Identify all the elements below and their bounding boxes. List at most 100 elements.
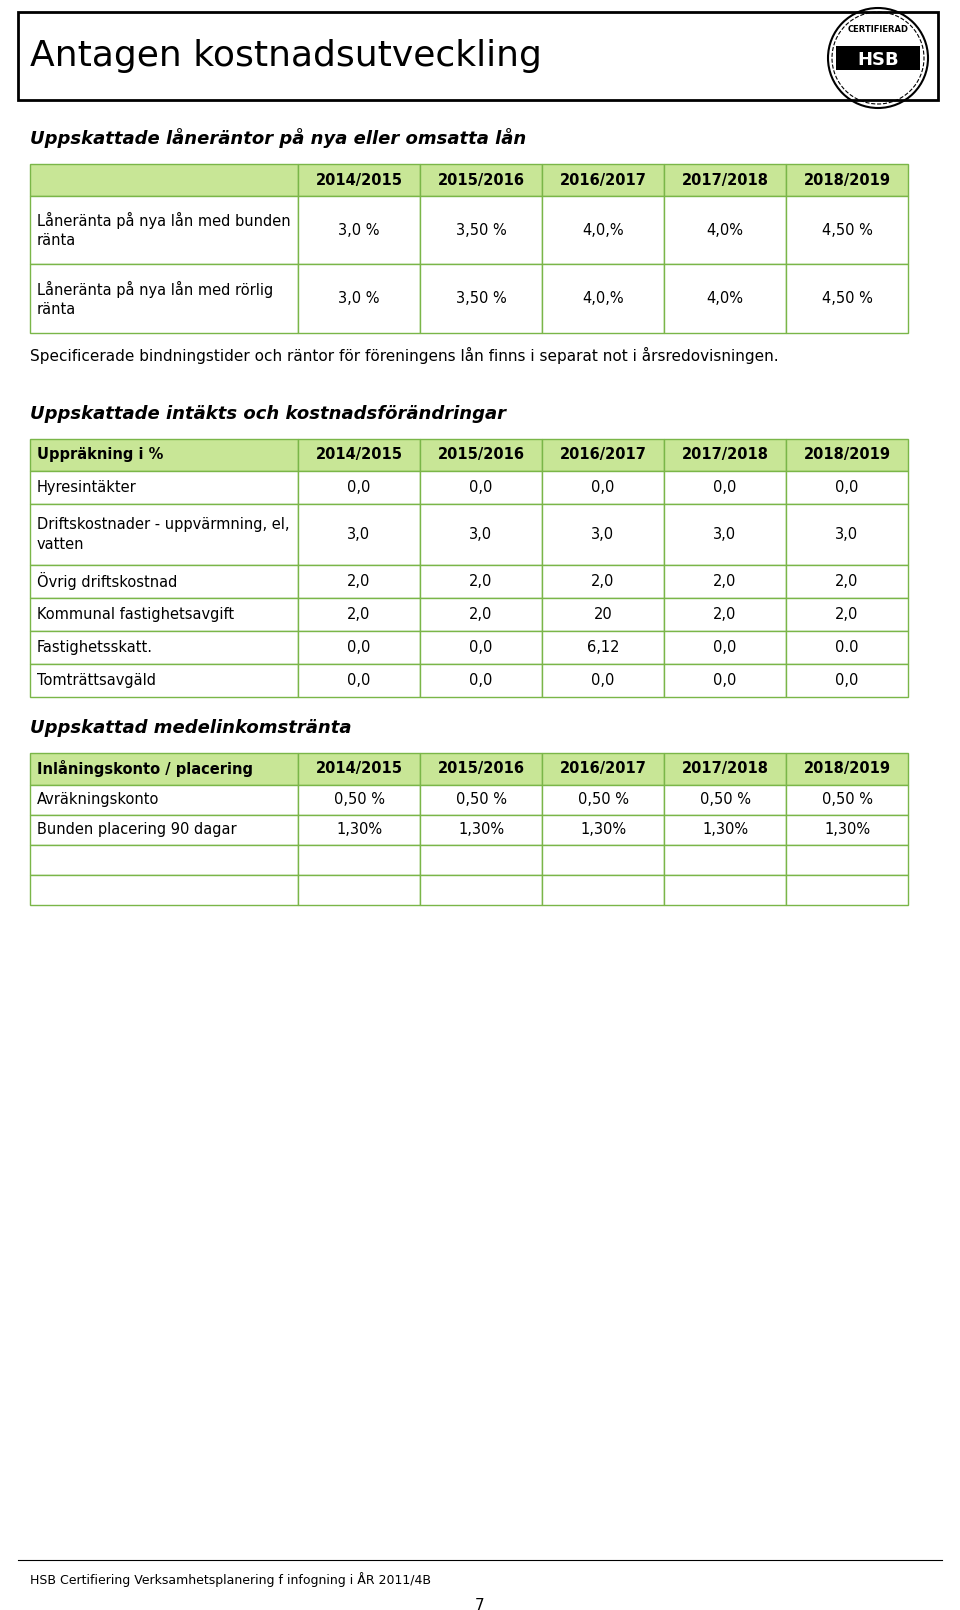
Text: Låneränta på nya lån med bunden
ränta: Låneränta på nya lån med bunden ränta xyxy=(37,213,291,248)
Bar xyxy=(298,440,420,470)
Bar xyxy=(420,196,542,264)
Text: Övrig driftskostnad: Övrig driftskostnad xyxy=(37,573,178,591)
Text: 3,0: 3,0 xyxy=(348,526,371,543)
Bar xyxy=(30,631,298,663)
Bar xyxy=(664,440,786,470)
Text: 2015/2016: 2015/2016 xyxy=(438,172,524,187)
Text: Tomträttsavgäld: Tomträttsavgäld xyxy=(37,673,156,687)
Bar xyxy=(786,753,908,786)
Bar xyxy=(664,565,786,597)
Text: 2014/2015: 2014/2015 xyxy=(316,762,402,776)
Text: 2017/2018: 2017/2018 xyxy=(682,172,769,187)
Text: 4,50 %: 4,50 % xyxy=(822,222,873,238)
Text: 0,0: 0,0 xyxy=(469,673,492,687)
Bar xyxy=(542,597,664,631)
Text: 2,0: 2,0 xyxy=(469,573,492,589)
Text: 4,50 %: 4,50 % xyxy=(822,291,873,306)
Text: 3,50 %: 3,50 % xyxy=(456,291,506,306)
Text: 3,50 %: 3,50 % xyxy=(456,222,506,238)
Bar xyxy=(664,845,786,874)
Bar xyxy=(30,196,298,264)
Bar xyxy=(298,631,420,663)
Bar xyxy=(542,874,664,905)
Bar xyxy=(786,874,908,905)
Bar xyxy=(30,264,298,333)
Text: 2,0: 2,0 xyxy=(348,607,371,621)
Bar xyxy=(298,845,420,874)
Text: 0,0: 0,0 xyxy=(835,480,858,494)
Text: Specificerade bindningstider och räntor för föreningens lån finns i separat not : Specificerade bindningstider och räntor … xyxy=(30,346,779,364)
Bar xyxy=(30,663,298,697)
Text: 2015/2016: 2015/2016 xyxy=(438,762,524,776)
Bar xyxy=(664,470,786,504)
Text: 3,0: 3,0 xyxy=(591,526,614,543)
Bar xyxy=(298,663,420,697)
Text: Fastighetsskatt.: Fastighetsskatt. xyxy=(37,639,153,655)
Bar xyxy=(30,504,298,565)
Bar xyxy=(30,164,298,196)
Text: 0,0: 0,0 xyxy=(348,639,371,655)
Bar xyxy=(298,815,420,845)
Bar xyxy=(786,845,908,874)
Bar xyxy=(664,164,786,196)
Bar xyxy=(420,631,542,663)
Text: 2,0: 2,0 xyxy=(591,573,614,589)
Bar xyxy=(664,196,786,264)
Bar xyxy=(786,504,908,565)
Bar xyxy=(836,47,920,69)
Text: 7: 7 xyxy=(475,1599,485,1610)
Text: 0,0: 0,0 xyxy=(835,673,858,687)
Text: 20: 20 xyxy=(593,607,612,621)
Text: 2017/2018: 2017/2018 xyxy=(682,448,769,462)
Bar xyxy=(420,786,542,815)
Text: Uppräkning i %: Uppräkning i % xyxy=(37,448,163,462)
Text: 3,0 %: 3,0 % xyxy=(338,291,380,306)
Text: 2016/2017: 2016/2017 xyxy=(560,762,646,776)
Bar xyxy=(542,440,664,470)
Text: 0,50 %: 0,50 % xyxy=(822,792,873,808)
Text: 0,0: 0,0 xyxy=(469,480,492,494)
Text: 2017/2018: 2017/2018 xyxy=(682,762,769,776)
Bar xyxy=(298,565,420,597)
Bar xyxy=(420,753,542,786)
Bar xyxy=(664,663,786,697)
Text: 1,30%: 1,30% xyxy=(580,823,626,837)
Bar xyxy=(542,164,664,196)
Bar xyxy=(420,845,542,874)
Text: 6,12: 6,12 xyxy=(587,639,619,655)
Bar xyxy=(30,597,298,631)
Bar xyxy=(542,470,664,504)
Bar xyxy=(298,196,420,264)
Text: 2016/2017: 2016/2017 xyxy=(560,172,646,187)
Text: 0,50 %: 0,50 % xyxy=(700,792,751,808)
Bar xyxy=(298,504,420,565)
Bar xyxy=(30,815,298,845)
Bar xyxy=(786,597,908,631)
Text: Låneränta på nya lån med rörlig
ränta: Låneränta på nya lån med rörlig ränta xyxy=(37,280,274,317)
Bar xyxy=(30,845,298,874)
Bar xyxy=(420,663,542,697)
Text: Uppskattade låneräntor på nya eller omsatta lån: Uppskattade låneräntor på nya eller omsa… xyxy=(30,129,526,148)
Bar xyxy=(298,264,420,333)
Bar xyxy=(786,440,908,470)
Text: 0,0: 0,0 xyxy=(713,673,736,687)
Text: 4,0%: 4,0% xyxy=(707,222,743,238)
Text: Hyresintäkter: Hyresintäkter xyxy=(37,480,136,494)
Bar xyxy=(30,753,298,786)
Text: Uppskattade intäkts och kostnadsförändringar: Uppskattade intäkts och kostnadsförändri… xyxy=(30,404,506,423)
Text: 1,30%: 1,30% xyxy=(824,823,870,837)
Text: Uppskattad medelinkomstränta: Uppskattad medelinkomstränta xyxy=(30,720,351,737)
Text: 1,30%: 1,30% xyxy=(702,823,748,837)
Text: 4,0%: 4,0% xyxy=(707,291,743,306)
Text: HSB Certifiering Verksamhetsplanering f infogning i ÅR 2011/4B: HSB Certifiering Verksamhetsplanering f … xyxy=(30,1571,431,1587)
Bar xyxy=(664,786,786,815)
Bar xyxy=(420,264,542,333)
Text: 1,30%: 1,30% xyxy=(336,823,382,837)
Text: 0,0: 0,0 xyxy=(713,639,736,655)
Bar xyxy=(786,470,908,504)
Bar xyxy=(298,786,420,815)
Text: 0,0: 0,0 xyxy=(348,673,371,687)
Text: 0,50 %: 0,50 % xyxy=(455,792,507,808)
Text: 4,0,%: 4,0,% xyxy=(582,291,624,306)
Text: 0,0: 0,0 xyxy=(713,480,736,494)
